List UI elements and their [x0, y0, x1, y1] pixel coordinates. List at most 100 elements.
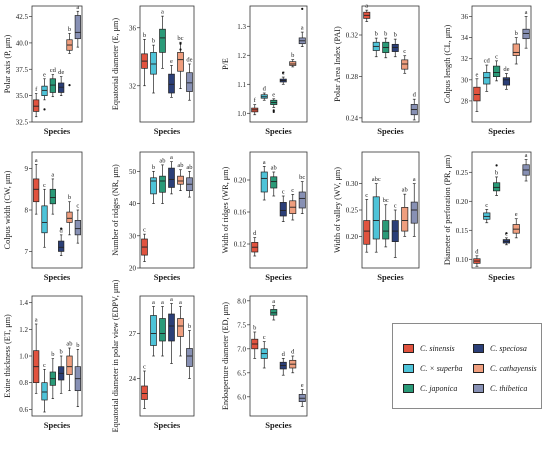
- significance-letter: b: [394, 32, 397, 39]
- y-tick-label: 40: [129, 200, 137, 208]
- significance-letter: b: [253, 325, 256, 332]
- box-C_thibetica: [186, 348, 193, 367]
- significance-letter: bc: [299, 174, 305, 181]
- significance-letter: a: [413, 176, 416, 183]
- significance-letter: c: [495, 53, 498, 60]
- x-axis-label: Species: [377, 126, 404, 136]
- significance-letter: ab: [159, 157, 165, 164]
- box-C_x_superba: [372, 196, 380, 240]
- x-axis-label: Species: [488, 126, 515, 136]
- significance-letter: ab: [402, 187, 408, 194]
- y-tick-label: 28: [461, 97, 469, 105]
- y-axis-label: Polar axis (P, μm): [3, 34, 12, 93]
- y-tick-label: 1.0: [237, 110, 246, 118]
- box-C_japonica: [270, 309, 278, 316]
- significance-letter: cd: [50, 67, 57, 74]
- y-tick-label: 50: [129, 168, 137, 176]
- y-tick-label: 32: [129, 82, 137, 90]
- y-tick-label: 0.6: [19, 406, 28, 414]
- significance-letter: c: [291, 187, 294, 194]
- y-axis-label: Colpus length (CL, μm): [443, 24, 452, 103]
- significance-letter: a: [365, 3, 368, 10]
- outlier-point: [179, 42, 182, 45]
- panel-3: 1.0 1.1 1.2 1.3 P/E Species fde c b a: [221, 5, 308, 136]
- box-C_speciosa: [502, 77, 511, 86]
- significance-letter: b: [68, 26, 71, 33]
- y-tick-label: 9: [25, 165, 29, 173]
- panel-frame: [139, 151, 195, 269]
- box-C_japonica: [159, 28, 166, 53]
- legend-swatch-superba: [403, 364, 414, 373]
- legend-label-superba: C. × superba: [420, 364, 463, 373]
- significance-letter: c: [282, 189, 285, 196]
- y-tick-label: 42.5: [16, 13, 29, 21]
- x-axis-label: Species: [154, 272, 181, 282]
- significance-letter: bc: [383, 197, 389, 204]
- significance-letter: d: [475, 248, 479, 255]
- y-tick-label: 0.30: [346, 180, 359, 188]
- y-tick-label: 30: [129, 232, 137, 240]
- significance-letter: d: [253, 230, 257, 237]
- outlier-point: [179, 48, 182, 51]
- legend-label-speciosa: C. speciosa: [490, 344, 527, 353]
- legend-swatch-speciosa: [473, 344, 484, 353]
- box-C_thibetica: [74, 15, 81, 40]
- y-tick-label: 0.16: [234, 209, 247, 217]
- y-axis-label: Polar Area Index (PAI): [333, 26, 342, 102]
- panel-10: 0.10 0.15 0.20 0.25 Diameter of perforation …: [443, 151, 532, 282]
- y-tick-label: 32: [461, 55, 469, 63]
- y-tick-label: 20: [129, 265, 137, 273]
- y-tick-label: 0.10: [456, 256, 469, 264]
- x-axis-label: Species: [488, 272, 515, 282]
- box-C_japonica: [49, 188, 56, 205]
- box-C_sinensis: [33, 99, 40, 112]
- box-C_x_superba: [260, 171, 268, 193]
- box-C_x_superba: [150, 177, 157, 195]
- legend-swatch-sinensis: [403, 344, 414, 353]
- y-tick-label: 32.5: [16, 119, 29, 127]
- significance-letter: de: [186, 57, 192, 64]
- box-C_speciosa: [168, 73, 175, 94]
- significance-letter: a: [35, 157, 38, 164]
- y-tick-label: 30: [461, 76, 469, 84]
- panel-9: 0.20 0.25 0.30 Width of valley (WV, μm) Spec…: [333, 151, 420, 282]
- x-axis-label: Species: [265, 420, 292, 430]
- box-C_sinensis: [33, 178, 40, 203]
- panel-frame: [31, 295, 83, 417]
- x-axis-label: Species: [44, 420, 71, 430]
- legend-label-cathayensis: C. cathayensis: [490, 364, 537, 373]
- legend-swatch-cathayensis: [473, 364, 484, 373]
- significance-letter: b: [495, 169, 498, 176]
- y-tick-label: 0.12: [234, 241, 247, 249]
- outlier-point: [68, 83, 71, 87]
- box-C_japonica: [270, 176, 278, 189]
- y-tick-label: 0.32: [346, 32, 359, 40]
- panel-11: 0.6 0.8 1.0 1.2 1.4 Exine thickness (ET, μm) S…: [3, 295, 83, 430]
- y-tick-label: 35.0: [16, 92, 29, 100]
- significance-letter: c: [485, 202, 488, 209]
- y-tick-label: 7.5: [237, 321, 246, 329]
- box-C_speciosa: [391, 43, 399, 52]
- significance-letter: ab: [177, 162, 183, 169]
- y-tick-label: 1.4: [19, 299, 28, 307]
- panel-7: 20 30 40 50 Number of ridges (NR, μm) Species…: [111, 151, 195, 282]
- significance-letter: a: [170, 296, 173, 303]
- y-axis-label: Width of valley (WV, μm): [333, 167, 342, 253]
- panel-frame: [249, 151, 308, 269]
- y-tick-label: 0.20: [346, 233, 359, 241]
- significance-letter: c: [365, 192, 368, 199]
- box-C_cathayensis: [401, 59, 409, 70]
- significance-letter: b: [375, 31, 378, 38]
- box-C_cathayensis: [66, 211, 73, 223]
- panel-frame: [31, 5, 83, 123]
- significance-letter: e: [272, 91, 275, 98]
- box-C_speciosa: [58, 240, 65, 252]
- significance-letter: b: [51, 351, 54, 358]
- significance-letter: b: [143, 32, 146, 39]
- panel-8: 0.12 0.16 0.20 Width of ridges (WR, μm) Spec…: [221, 151, 308, 282]
- significance-letter: e: [43, 71, 46, 78]
- significance-letter: c: [403, 48, 406, 55]
- box-C_speciosa: [58, 82, 65, 93]
- y-tick-label: 36: [461, 13, 469, 21]
